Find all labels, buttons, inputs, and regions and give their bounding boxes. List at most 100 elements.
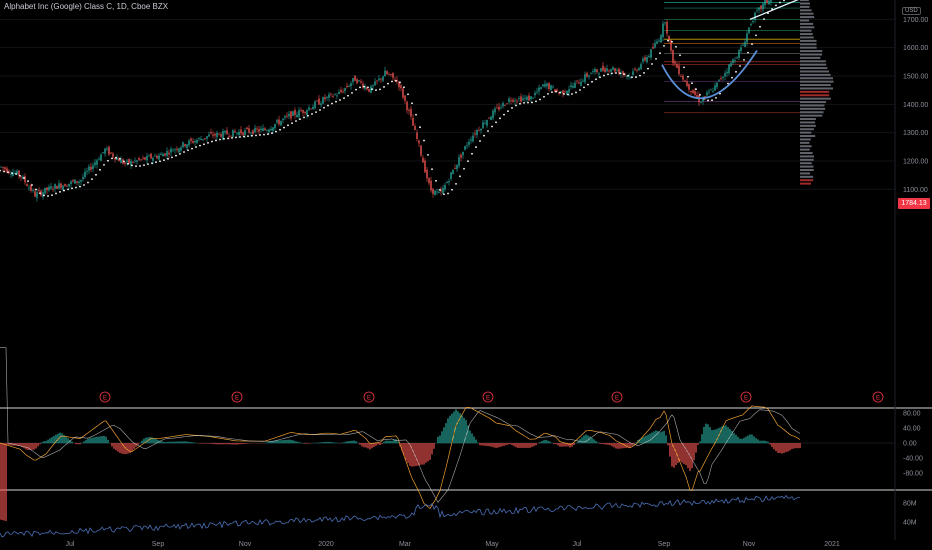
macd-histogram-bar <box>513 443 515 447</box>
candle-body <box>198 138 200 139</box>
candle-body <box>268 129 270 133</box>
macd-histogram-bar <box>113 443 115 449</box>
ma-dot <box>667 39 669 42</box>
candle-body <box>758 7 760 10</box>
candle-body <box>168 152 170 155</box>
macd-histogram-bar <box>591 437 593 444</box>
candle-body <box>142 157 144 159</box>
macd-histogram-bar <box>459 413 461 444</box>
ma-dot <box>227 137 229 140</box>
candle-body <box>82 177 84 180</box>
ma-dot <box>647 67 649 70</box>
price-tick-label: 1100.00 <box>903 187 928 194</box>
candle-body <box>94 162 96 166</box>
ma-dot <box>379 88 381 91</box>
macd-histogram-bar <box>525 443 527 448</box>
volume-profile-bar <box>800 162 812 165</box>
macd-histogram-bar <box>227 443 229 445</box>
macd-histogram-bar <box>787 443 789 452</box>
macd-histogram-bar <box>469 430 471 444</box>
candle-body <box>418 140 420 144</box>
ma-dot <box>471 152 473 155</box>
candle-body <box>310 108 312 110</box>
macd-histogram-bar <box>41 442 43 444</box>
candle-body <box>570 85 572 87</box>
candle-body <box>764 0 766 6</box>
candle-body <box>582 80 584 82</box>
macd-histogram-bar <box>135 443 137 447</box>
candle-body <box>172 150 174 152</box>
macd-histogram-bar <box>277 440 279 444</box>
macd-histogram-bar <box>299 442 301 444</box>
currency-badge[interactable]: USD <box>902 7 921 15</box>
candle-body <box>96 160 98 165</box>
candle-body <box>366 87 368 90</box>
macd-histogram-bar <box>387 440 389 444</box>
candle-body <box>618 68 620 74</box>
macd-histogram-bar <box>557 443 559 446</box>
ma-dot <box>187 149 189 152</box>
ma-dot <box>571 93 573 95</box>
ma-dot <box>631 76 633 79</box>
candle-body <box>362 83 364 88</box>
candle-body <box>482 122 484 129</box>
candle-body <box>438 192 440 193</box>
volume-profile-bar <box>800 135 816 138</box>
macd-histogram-bar <box>685 443 687 466</box>
volume-profile-bar <box>800 148 810 151</box>
candle-body <box>656 41 658 44</box>
candle-body <box>502 102 504 107</box>
macd-histogram-bar <box>639 438 641 444</box>
ma-dot <box>251 134 253 137</box>
candle-body <box>174 149 176 151</box>
candle-body <box>330 93 332 95</box>
macd-histogram-bar <box>451 413 453 444</box>
ma-dot <box>31 184 33 186</box>
candle-body <box>640 64 642 69</box>
macd-histogram-bar <box>141 440 143 444</box>
candle-body <box>588 75 590 77</box>
candle-body <box>22 176 24 179</box>
price-tick-label: 1700.00 <box>903 17 928 24</box>
macd-histogram-bar <box>203 443 205 444</box>
macd-histogram-bar <box>723 425 725 444</box>
candle-body <box>354 75 356 81</box>
candle-body <box>64 184 66 187</box>
volume-profile-bar <box>800 63 827 66</box>
macd-histogram-bar <box>527 443 529 448</box>
macd-histogram-bar <box>653 431 655 444</box>
candle-body <box>314 101 316 109</box>
ma-dot <box>679 54 681 57</box>
ma-dot <box>11 172 13 175</box>
macd-histogram-bar <box>27 443 29 451</box>
volume-profile-bar <box>800 9 812 12</box>
volume-profile-bar <box>800 169 814 172</box>
candle-body <box>66 185 68 187</box>
x-tick-label: Jul <box>573 541 582 548</box>
candle-body <box>426 169 428 179</box>
macd-histogram-bar <box>531 443 533 447</box>
candle-body <box>344 88 346 92</box>
macd-histogram-bar <box>785 443 787 453</box>
candle-body <box>280 120 282 126</box>
ma-dot <box>283 126 285 129</box>
volume-profile-bar <box>800 172 811 175</box>
macd-histogram-bar <box>131 443 133 452</box>
candle-body <box>544 83 546 87</box>
macd-histogram-bar <box>237 443 239 445</box>
candle-body <box>90 166 92 170</box>
macd-histogram-bar <box>657 431 659 444</box>
macd-histogram-bar <box>139 442 141 444</box>
macd-histogram-bar <box>587 435 589 444</box>
candle-body <box>246 127 248 130</box>
candle-body <box>56 185 58 189</box>
macd-histogram-bar <box>187 441 189 444</box>
candle-body <box>734 60 736 62</box>
ma-dot <box>711 99 713 102</box>
candle-body <box>766 0 768 3</box>
volume-profile-bar <box>800 2 810 5</box>
candle-body <box>444 184 446 190</box>
ma-dot <box>191 147 193 150</box>
ma-dot <box>179 152 181 155</box>
